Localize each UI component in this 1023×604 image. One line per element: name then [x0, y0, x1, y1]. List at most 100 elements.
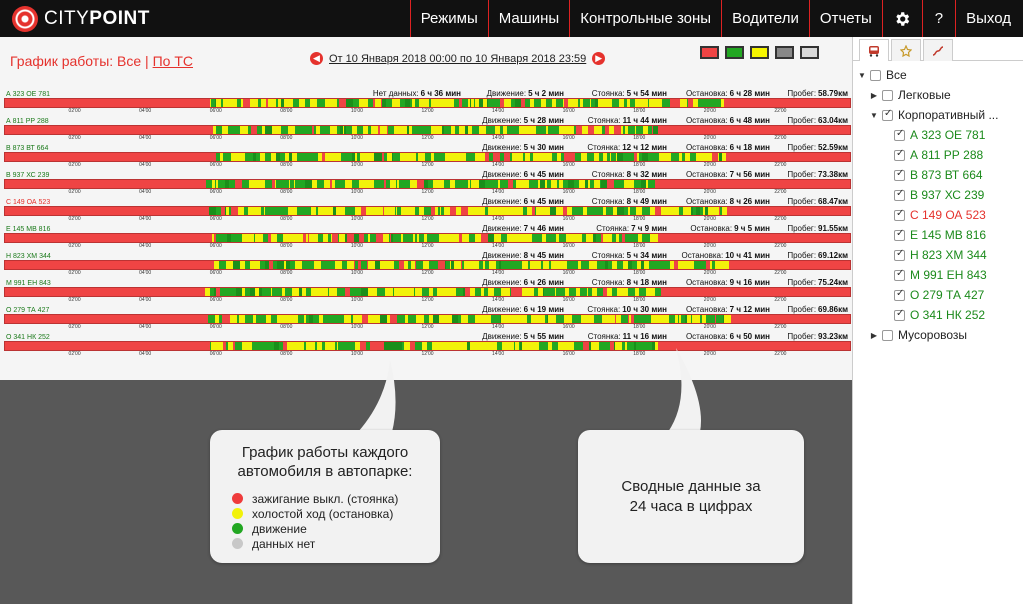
tree-checkbox[interactable]: [882, 108, 893, 121]
tree-node[interactable]: В 873 ВТ 664: [853, 165, 1023, 185]
tree-node[interactable]: ▼ Корпоративный ...: [853, 105, 1023, 125]
tree-node-label[interactable]: А 811 РР 288: [910, 148, 984, 162]
tree-toggle-icon[interactable]: ▶: [870, 330, 878, 340]
vehicle-row[interactable]: А 323 ОЕ 781 Нет данных: 6 ч 36 мин Движени…: [0, 89, 852, 116]
nav-drivers[interactable]: Водители: [721, 0, 809, 37]
activity-timeline-bar[interactable]: [4, 287, 851, 297]
vehicle-row[interactable]: В 873 ВТ 664 Движение: 5 ч 30 мин Стоянка: 1…: [0, 143, 852, 170]
tree-node-label[interactable]: Мусоровозы: [898, 328, 968, 342]
tree-node-label[interactable]: О 279 ТА 427: [910, 288, 985, 302]
vehicle-plate-label[interactable]: А 811 РР 288: [6, 118, 49, 125]
tree-node[interactable]: Е 145 МВ 816: [853, 225, 1023, 245]
vehicle-plate-label[interactable]: Н 823 ХМ 344: [6, 253, 51, 260]
vehicle-row[interactable]: С 149 ОА 523 Движение: 6 ч 45 мин Стоянка: 8…: [0, 197, 852, 224]
tree-checkbox[interactable]: [894, 248, 905, 261]
timeline-segment: [694, 153, 696, 161]
tree-checkbox[interactable]: [894, 268, 905, 281]
tree-node[interactable]: А 323 ОЕ 781: [853, 125, 1023, 145]
tab-vehicles-bus-icon[interactable]: [859, 39, 889, 61]
filter-parking[interactable]: [700, 46, 719, 59]
tree-checkbox[interactable]: [870, 69, 881, 81]
filter-nodata[interactable]: [775, 46, 794, 59]
vehicle-plate-label[interactable]: В 873 ВТ 664: [6, 145, 49, 152]
nav-vehicles[interactable]: Машины: [487, 0, 569, 37]
tree-node[interactable]: О 279 ТА 427: [853, 285, 1023, 305]
tree-node[interactable]: С 149 ОА 523: [853, 205, 1023, 225]
logout-button[interactable]: Выход: [955, 0, 1023, 37]
tree-checkbox[interactable]: [882, 329, 893, 341]
tree-node-label[interactable]: С 149 ОА 523: [910, 208, 986, 222]
tree-checkbox[interactable]: [894, 288, 905, 301]
help-button[interactable]: ?: [921, 0, 955, 37]
tree-node-label[interactable]: В 873 ВТ 664: [910, 168, 983, 182]
timeline-segment: [617, 207, 624, 215]
filter-other[interactable]: [800, 46, 819, 59]
activity-timeline-bar[interactable]: [4, 233, 851, 243]
tree-node[interactable]: М 991 ЕН 843: [853, 265, 1023, 285]
vehicle-plate-label[interactable]: В 937 ХС 239: [6, 172, 50, 179]
next-day-arrow-icon[interactable]: ▶: [592, 52, 606, 65]
tree-node-label[interactable]: Е 145 МВ 816: [910, 228, 987, 242]
schedule-all[interactable]: График работы: Все: [10, 53, 142, 69]
tree-node[interactable]: ▶ Мусоровозы: [853, 325, 1023, 345]
activity-timeline-bar[interactable]: [4, 314, 851, 324]
vehicle-plate-label[interactable]: О 279 ТА 427: [6, 307, 50, 314]
tree-node[interactable]: А 811 РР 288: [853, 145, 1023, 165]
tree-checkbox[interactable]: [894, 148, 905, 161]
tree-checkbox[interactable]: [894, 188, 905, 201]
schedule-by-vehicle-link[interactable]: По ТС: [152, 53, 193, 69]
tab-routes-path-icon[interactable]: [923, 39, 953, 61]
tree-checkbox[interactable]: [894, 208, 905, 221]
filter-moving[interactable]: [725, 46, 744, 59]
vehicle-row[interactable]: Н 823 ХМ 344 Движение: 8 ч 45 мин Стоянка: 5…: [0, 251, 852, 278]
tree-checkbox[interactable]: [882, 89, 893, 101]
tree-node-label[interactable]: Корпоративный ...: [898, 108, 999, 122]
vehicle-row[interactable]: Е 145 МВ 816 Движение: 7 ч 46 мин Стоянка: 7…: [0, 224, 852, 251]
vehicle-row[interactable]: М 991 ЕН 843 Движение: 6 ч 26 мин Стоянка: 8…: [0, 278, 852, 305]
vehicle-row[interactable]: О 341 НК 252 Движение: 5 ч 55 мин Стоянка: 1…: [0, 332, 852, 359]
tree-node[interactable]: ▼ Все: [853, 65, 1023, 85]
tree-node-label[interactable]: Все: [886, 68, 907, 82]
vehicle-row[interactable]: О 279 ТА 427 Движение: 6 ч 19 мин Стоянка: 1…: [0, 305, 852, 332]
vehicle-plate-label[interactable]: С 149 ОА 523: [6, 199, 51, 206]
vehicle-plate-label[interactable]: М 991 ЕН 843: [6, 280, 51, 287]
tree-toggle-icon[interactable]: ▼: [858, 70, 866, 80]
tree-toggle-icon[interactable]: ▼: [870, 110, 878, 120]
tree-node-label[interactable]: Легковые: [898, 88, 951, 102]
settings-gear-icon[interactable]: [881, 0, 922, 37]
tree-checkbox[interactable]: [894, 308, 905, 321]
activity-timeline-bar[interactable]: [4, 260, 851, 270]
tree-node-label[interactable]: Н 823 ХМ 344: [910, 248, 987, 262]
nav-control-zones[interactable]: Контрольные зоны: [569, 0, 721, 37]
tree-checkbox[interactable]: [894, 168, 905, 181]
activity-timeline-bar[interactable]: [4, 206, 851, 216]
nav-modes[interactable]: Режимы: [409, 0, 488, 37]
tree-node[interactable]: В 937 ХС 239: [853, 185, 1023, 205]
vehicle-row[interactable]: В 937 ХС 239 Движение: 6 ч 45 мин Стоянка: 8…: [0, 170, 852, 197]
vehicle-plate-label[interactable]: О 341 НК 252: [6, 334, 50, 341]
activity-timeline-bar[interactable]: [4, 152, 851, 162]
activity-timeline-bar[interactable]: [4, 125, 851, 135]
activity-timeline-bar[interactable]: [4, 341, 851, 351]
date-range-text[interactable]: От 10 Января 2018 00:00 по 10 Января 201…: [329, 52, 587, 65]
vehicle-plate-label[interactable]: А 323 ОЕ 781: [6, 91, 50, 98]
filter-idle[interactable]: [750, 46, 769, 59]
activity-timeline-bar[interactable]: [4, 179, 851, 189]
tree-node[interactable]: О 341 НК 252: [853, 305, 1023, 325]
tree-checkbox[interactable]: [894, 228, 905, 241]
prev-day-arrow-icon[interactable]: ◀: [310, 52, 323, 65]
tree-node[interactable]: Н 823 ХМ 344: [853, 245, 1023, 265]
vehicle-row[interactable]: А 811 РР 288 Движение: 5 ч 28 мин Стоянка: 1…: [0, 116, 852, 143]
tree-toggle-icon[interactable]: ▶: [870, 90, 878, 100]
citypoint-logo[interactable]: CITYPOINT: [12, 5, 372, 32]
tree-node[interactable]: ▶ Легковые: [853, 85, 1023, 105]
tree-node-label[interactable]: О 341 НК 252: [910, 308, 986, 322]
tree-node-label[interactable]: А 323 ОЕ 781: [910, 128, 986, 142]
vehicle-plate-label[interactable]: Е 145 МВ 816: [6, 226, 51, 233]
tree-checkbox[interactable]: [894, 128, 905, 141]
nav-reports[interactable]: Отчеты: [808, 0, 882, 37]
tree-node-label[interactable]: М 991 ЕН 843: [910, 268, 987, 282]
activity-timeline-bar[interactable]: [4, 98, 851, 108]
tree-node-label[interactable]: В 937 ХС 239: [910, 188, 985, 202]
tab-zones-star-icon[interactable]: [891, 39, 921, 61]
